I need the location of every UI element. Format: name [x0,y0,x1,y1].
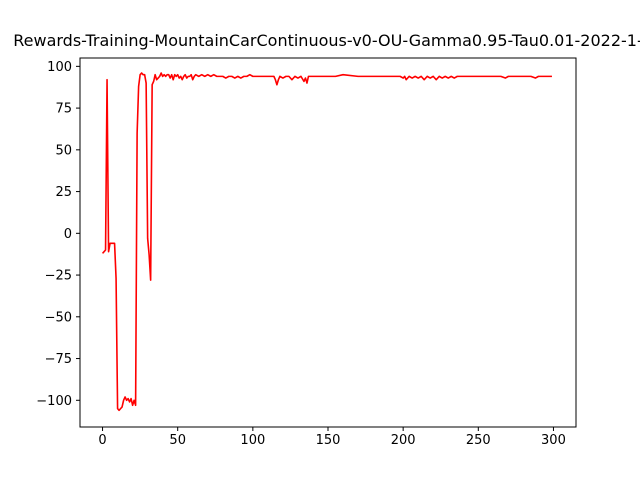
y-tick-label: −25 [45,269,72,284]
x-tick-label: 50 [169,433,186,448]
plot-frame [79,57,577,428]
y-tick-label: −50 [45,310,72,325]
chart-title: Rewards-Training-MountainCarContinuous-v… [13,31,640,50]
y-tick-label: 0 [64,227,72,242]
x-tick-label: 100 [240,433,265,448]
x-tick-label: 250 [466,433,491,448]
y-tick-label: −75 [45,352,72,367]
y-tick-label: 50 [55,143,72,158]
y-tick-label: 75 [55,102,72,117]
x-tick-label: 200 [391,433,416,448]
y-tick-label: −100 [36,394,72,409]
y-tick-label: 25 [55,185,72,200]
x-tick-label: 0 [98,433,106,448]
y-tick-label: 100 [47,60,72,75]
x-tick-label: 300 [541,433,566,448]
x-tick-label: 150 [316,433,341,448]
series-line-1 [101,72,552,412]
